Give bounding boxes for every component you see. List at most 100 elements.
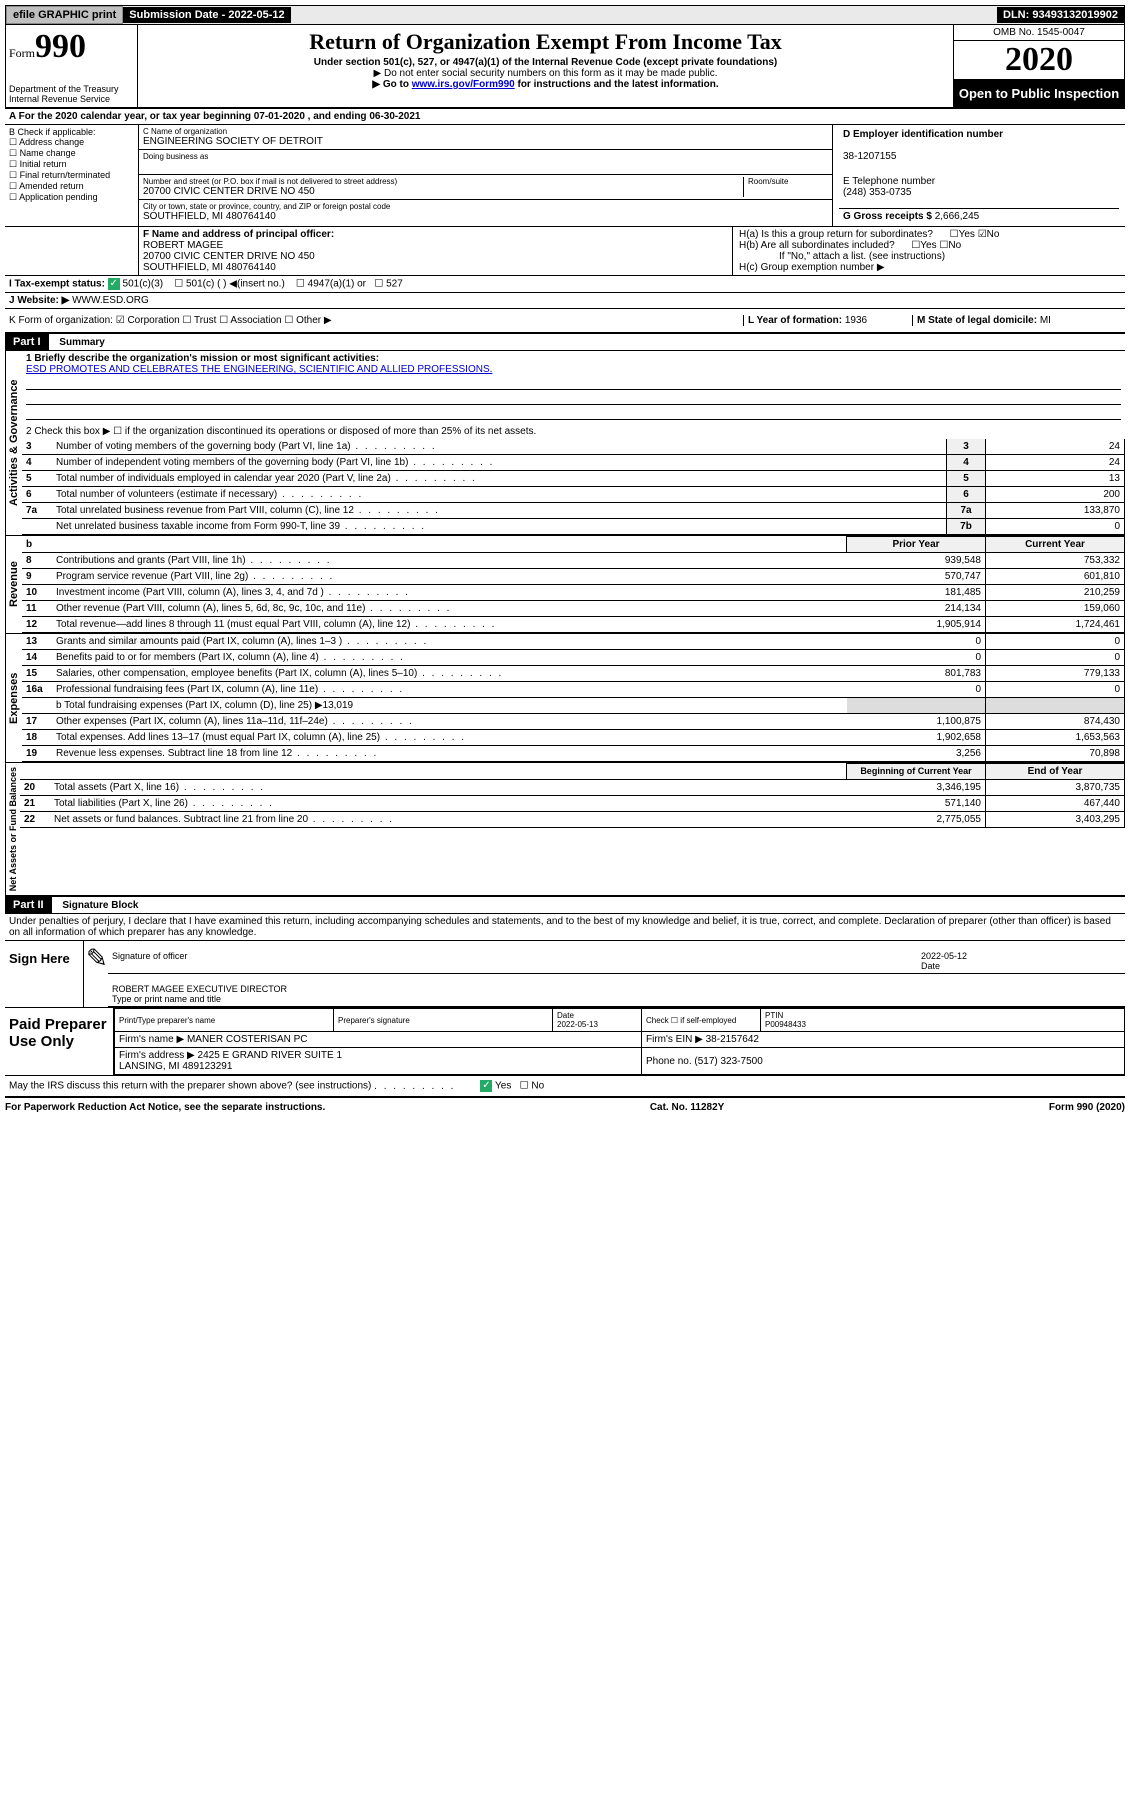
col-h: H(a) Is this a group return for subordin… — [732, 227, 1125, 275]
label-expenses: Expenses — [5, 634, 22, 762]
declaration-text: Under penalties of perjury, I declare th… — [5, 914, 1125, 940]
b-opt-pending[interactable]: ☐ Application pending — [9, 192, 134, 203]
submission-date: Submission Date - 2022-05-12 — [123, 7, 290, 23]
hc-text: H(c) Group exemption number ▶ — [739, 262, 1119, 273]
footer: For Paperwork Reduction Act Notice, see … — [5, 1098, 1125, 1117]
goto-pre: ▶ Go to — [372, 79, 411, 90]
firm-ein: 38-2157642 — [706, 1034, 759, 1045]
firm-phone: (517) 323-7500 — [694, 1056, 762, 1067]
part2-badge: Part II — [5, 897, 52, 913]
firm-ein-label: Firm's EIN ▶ — [646, 1034, 706, 1045]
col-b: B Check if applicable: ☐ Address change … — [5, 125, 139, 226]
j-label: J Website: ▶ — [9, 295, 72, 306]
city-label: City or town, state or province, country… — [143, 202, 828, 211]
street-address: 20700 CIVIC CENTER DRIVE NO 450 — [143, 186, 743, 197]
b-opt-initial[interactable]: ☐ Initial return — [9, 159, 134, 170]
addr-label: Number and street (or P.O. box if mail i… — [143, 177, 743, 186]
footer-mid: Cat. No. 11282Y — [650, 1102, 724, 1113]
i-label: I Tax-exempt status: — [9, 279, 105, 290]
hb-text: H(b) Are all subordinates included? — [739, 240, 895, 251]
phone-label: E Telephone number — [843, 176, 935, 187]
paid-preparer-block: Paid Preparer Use Only Print/Type prepar… — [5, 1007, 1125, 1076]
form-header: Form990 Department of the Treasury Inter… — [5, 25, 1125, 108]
officer-name: ROBERT MAGEE — [143, 240, 223, 251]
row-i: I Tax-exempt status: ✓ 501(c)(3) ☐ 501(c… — [5, 276, 1125, 293]
footer-right: Form 990 (2020) — [1049, 1102, 1125, 1113]
ein-value: 38-1207155 — [843, 151, 896, 162]
dln: DLN: 93493132019902 — [997, 7, 1124, 23]
section-netassets: Net Assets or Fund Balances Beginning of… — [5, 763, 1125, 896]
hb-row: H(b) Are all subordinates included? ☐Yes… — [739, 240, 1119, 251]
efile-button[interactable]: efile GRAPHIC print — [6, 6, 123, 24]
form-id-box: Form990 Department of the Treasury Inter… — [6, 25, 138, 107]
b-opt-address[interactable]: ☐ Address change — [9, 137, 134, 148]
m-value: MI — [1040, 315, 1051, 326]
firm-addr-label: Firm's address ▶ — [119, 1050, 198, 1061]
subtitle-1: Under section 501(c), 527, or 4947(a)(1)… — [144, 57, 947, 68]
l-label: L Year of formation: — [748, 315, 845, 326]
q1-label: 1 Briefly describe the organization's mi… — [26, 353, 379, 364]
irs-link[interactable]: www.irs.gov/Form990 — [412, 79, 515, 90]
sig-date: 2022-05-12 — [921, 951, 967, 961]
block-b-g: B Check if applicable: ☐ Address change … — [5, 125, 1125, 227]
dba-label: Doing business as — [143, 152, 828, 161]
website-value: WWW.ESD.ORG — [72, 295, 149, 306]
gross-label: G Gross receipts $ — [843, 211, 935, 222]
ein-label: D Employer identification number — [843, 129, 1003, 140]
k-text: K Form of organization: ☑ Corporation ☐ … — [9, 315, 743, 326]
officer-addr1: 20700 CIVIC CENTER DRIVE NO 450 — [143, 251, 315, 262]
form-label: Form — [9, 46, 35, 60]
gov-table: 3Number of voting members of the governi… — [22, 439, 1125, 535]
ptin-value: P00948433 — [765, 1020, 806, 1029]
org-name: ENGINEERING SOCIETY OF DETROIT — [143, 136, 828, 147]
discuss-row: May the IRS discuss this return with the… — [5, 1076, 1125, 1098]
i-501c3: 501(c)(3) — [123, 279, 164, 290]
b-opt-final[interactable]: ☐ Final return/terminated — [9, 170, 134, 181]
b-header: B Check if applicable: — [9, 127, 134, 137]
sub-date: 2022-05-12 — [228, 9, 284, 21]
col-c: C Name of organization ENGINEERING SOCIE… — [139, 125, 832, 226]
l-value: 1936 — [845, 315, 867, 326]
col-f: F Name and address of principal officer:… — [138, 227, 732, 275]
room-label: Room/suite — [743, 177, 828, 197]
block-f-h: F Name and address of principal officer:… — [5, 227, 1125, 276]
prep-name-label: Print/Type preparer's name — [115, 1009, 334, 1032]
h-note: If "No," attach a list. (see instruction… — [739, 251, 1119, 262]
dept-label: Department of the Treasury Internal Reve… — [9, 84, 134, 104]
prep-selfemp: Check ☐ if self-employed — [642, 1009, 761, 1032]
officer-label: F Name and address of principal officer: — [143, 229, 334, 240]
ptin-label: PTIN — [765, 1011, 783, 1020]
ha-text: H(a) Is this a group return for subordin… — [739, 229, 933, 240]
prep-sig-label: Preparer's signature — [334, 1009, 553, 1032]
sign-right: ✎ Signature of officer 2022-05-12Date RO… — [83, 941, 1125, 1007]
form-number: 990 — [35, 28, 86, 65]
gross-value: 2,666,245 — [935, 211, 980, 222]
part2-title: Signature Block — [54, 900, 138, 911]
firm-phone-label: Phone no. — [646, 1056, 694, 1067]
sub-label: Submission Date - — [129, 9, 228, 21]
row-j: J Website: ▶ WWW.ESD.ORG — [5, 293, 1125, 309]
section-revenue: Revenue bPrior YearCurrent Year8Contribu… — [5, 536, 1125, 634]
officer-addr2: SOUTHFIELD, MI 480764140 — [143, 262, 276, 273]
sig-name: ROBERT MAGEE EXECUTIVE DIRECTOR — [112, 984, 287, 994]
prep-date: Date 2022-05-13 — [553, 1009, 642, 1032]
b-opt-name[interactable]: ☐ Name change — [9, 148, 134, 159]
paid-label: Paid Preparer Use Only — [5, 1008, 114, 1075]
mission-text[interactable]: ESD PROMOTES AND CELEBRATES THE ENGINEER… — [26, 364, 492, 375]
phone-value: (248) 353-0735 — [843, 187, 911, 198]
page-title: Return of Organization Exempt From Incom… — [144, 29, 947, 55]
open-public-badge: Open to Public Inspection — [954, 80, 1124, 107]
prep-table: Print/Type preparer's name Preparer's si… — [114, 1008, 1125, 1075]
c-name-label: C Name of organization — [143, 127, 828, 136]
b-opt-amended[interactable]: ☐ Amended return — [9, 181, 134, 192]
m-label: M State of legal domicile: — [917, 315, 1040, 326]
row-klm: K Form of organization: ☑ Corporation ☐ … — [5, 309, 1125, 333]
label-revenue: Revenue — [5, 536, 22, 633]
section-expenses: Expenses 13Grants and similar amounts pa… — [5, 634, 1125, 763]
subtitle-2: ▶ Do not enter social security numbers o… — [144, 68, 947, 79]
q2-text: 2 Check this box ▶ ☐ if the organization… — [22, 424, 1125, 439]
section-governance: Activities & Governance 1 Briefly descri… — [5, 351, 1125, 536]
rev-table: bPrior YearCurrent Year8Contributions an… — [22, 536, 1125, 633]
discuss-text: May the IRS discuss this return with the… — [9, 1081, 371, 1092]
city-state-zip: SOUTHFIELD, MI 480764140 — [143, 211, 828, 222]
